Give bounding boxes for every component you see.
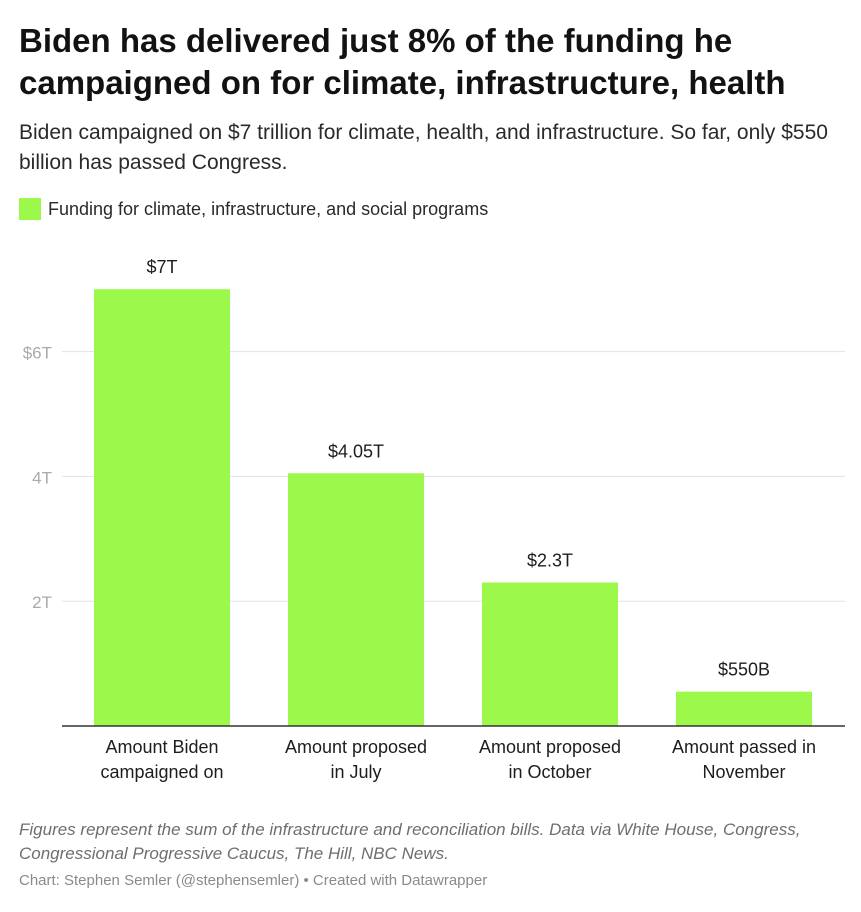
bar-value-label: $4.05T bbox=[328, 441, 384, 461]
bar bbox=[482, 582, 618, 726]
y-tick-label: 4T bbox=[32, 468, 52, 487]
legend: Funding for climate, infrastructure, and… bbox=[19, 196, 488, 222]
chart-subtitle: Biden campaigned on $7 trillion for clim… bbox=[19, 121, 828, 174]
legend-swatch bbox=[19, 198, 41, 220]
chart-credit: Chart: Stephen Semler (@stephensemler) •… bbox=[19, 872, 488, 889]
x-category-label: Amount proposed bbox=[285, 737, 427, 757]
x-category-label: in October bbox=[508, 762, 591, 782]
chart-title: Biden has delivered just 8% of the fundi… bbox=[19, 22, 786, 101]
x-category-label: November bbox=[702, 762, 785, 782]
y-tick-label: 2T bbox=[32, 593, 52, 612]
y-tick-label: $6T bbox=[23, 344, 52, 363]
x-category-label: Amount Biden bbox=[105, 737, 218, 757]
x-category-label: in July bbox=[330, 762, 381, 782]
bar-value-label: $2.3T bbox=[527, 550, 573, 570]
bar-chart: 2T 4T $6T $7T Amount Biden campaigned on $4.05… bbox=[23, 257, 845, 782]
bar bbox=[288, 473, 424, 726]
x-category-label: campaigned on bbox=[100, 762, 223, 782]
bar-value-label: $7T bbox=[146, 257, 177, 277]
bar bbox=[94, 289, 230, 726]
x-category-label: Amount proposed bbox=[479, 737, 621, 757]
legend-label: Funding for climate, infrastructure, and… bbox=[48, 198, 489, 219]
chart-notes: Figures represent the sum of the infrast… bbox=[19, 820, 801, 863]
x-category-label: Amount passed in bbox=[672, 737, 816, 757]
bar bbox=[676, 691, 812, 726]
bar-value-label: $550B bbox=[718, 660, 770, 680]
